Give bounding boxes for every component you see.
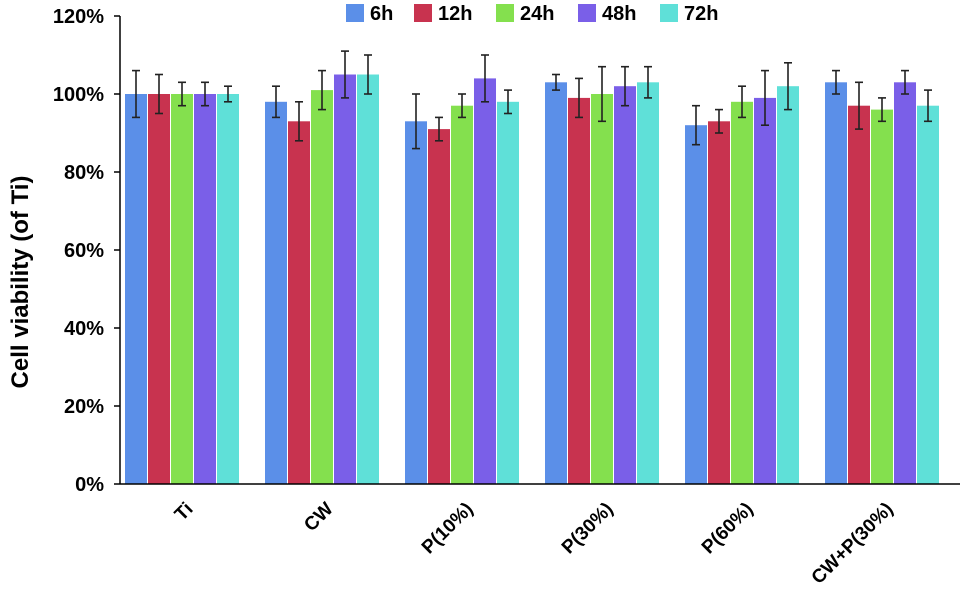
error-bar-12h-Ti (155, 73, 163, 115)
error-bar-6h-P(10%) (412, 93, 420, 150)
bar-72h-P(30%) (637, 82, 659, 485)
x-tick-label: P(30%) (558, 499, 618, 559)
legend-swatch (414, 4, 432, 22)
legend: 6h 12h 24h 48h 72h (346, 3, 718, 25)
error-bar-48h-P(30%) (621, 65, 629, 107)
error-bar-48h-P(60%) (761, 69, 769, 126)
error-bar-72h-Ti (224, 85, 232, 103)
error-bar-72h-P(10%) (504, 89, 512, 115)
bar-48h-P(60%) (754, 97, 776, 485)
bar-48h-P(30%) (614, 86, 636, 484)
error-bar-12h-CW (295, 101, 303, 142)
error-bar-24h-Ti (178, 81, 186, 107)
error-bar-12h-P(30%) (575, 77, 583, 119)
error-bar-24h-P(10%) (458, 93, 466, 119)
error-bars (132, 50, 932, 150)
error-bar-24h-P(30%) (598, 65, 606, 123)
bar-48h-P(10%) (474, 78, 496, 485)
error-bar-6h-Ti (132, 69, 140, 119)
bar-72h-CW (357, 74, 379, 484)
legend-item-12h: 12h (414, 3, 472, 25)
error-bar-72h-CW+P(30%) (924, 89, 932, 123)
x-axis-labels: Ti CW P(10%) P(30%) P(60%) CW+P(30%) (171, 499, 898, 589)
error-bar-6h-P(30%) (552, 73, 560, 91)
legend-label: 6h (370, 3, 393, 25)
bar-6h-P(10%) (405, 121, 427, 485)
bar-24h-CW (311, 90, 333, 484)
bar-6h-P(60%) (685, 125, 707, 484)
bar-72h-CW+P(30%) (917, 105, 939, 484)
bar-24h-Ti (171, 94, 193, 484)
bar-24h-P(60%) (731, 101, 753, 485)
x-tick-label: P(60%) (698, 499, 758, 559)
bar-72h-P(60%) (777, 86, 799, 484)
error-bar-24h-CW+P(30%) (878, 97, 886, 123)
y-tick-label: 100% (53, 84, 104, 106)
y-axis-ticks: 0% 20% 40% 60% 80% 100% 120% (53, 6, 120, 496)
legend-label: 72h (684, 3, 718, 25)
legend-label: 48h (602, 3, 636, 25)
error-bar-48h-Ti (201, 81, 209, 107)
bar-12h-P(30%) (568, 97, 590, 485)
bars (125, 74, 939, 485)
error-bar-72h-CW (364, 54, 372, 95)
y-tick-label: 40% (64, 318, 104, 340)
y-tick-label: 80% (64, 162, 104, 184)
legend-item-24h: 24h (496, 3, 554, 25)
error-bar-72h-P(60%) (784, 61, 792, 111)
legend-label: 12h (438, 3, 472, 25)
error-bar-12h-P(60%) (715, 108, 723, 134)
legend-swatch (578, 4, 596, 22)
x-tick-label: Ti (171, 499, 198, 526)
x-tick-label: CW+P(30%) (808, 499, 898, 589)
bar-6h-CW (265, 101, 287, 485)
error-bar-48h-CW (341, 50, 349, 99)
bar-12h-Ti (148, 94, 170, 484)
bar-24h-CW+P(30%) (871, 109, 893, 484)
bar-24h-P(10%) (451, 105, 473, 484)
bar-12h-P(60%) (708, 121, 730, 485)
error-bar-6h-CW+P(30%) (832, 69, 840, 95)
error-bar-6h-CW (272, 85, 280, 119)
legend-item-48h: 48h (578, 3, 636, 25)
y-tick-label: 60% (64, 240, 104, 262)
error-bar-24h-P(60%) (738, 85, 746, 119)
y-tick-label: 0% (75, 474, 104, 496)
error-bar-24h-CW (318, 69, 326, 111)
bar-72h-P(10%) (497, 101, 519, 485)
legend-swatch (660, 4, 678, 22)
bar-24h-P(30%) (591, 94, 613, 484)
bar-12h-P(10%) (428, 129, 450, 484)
bar-6h-Ti (125, 94, 147, 484)
x-tick-label: CW (300, 499, 337, 536)
bar-48h-CW (334, 74, 356, 484)
bar-12h-CW (288, 121, 310, 485)
error-bar-6h-P(60%) (692, 104, 700, 146)
bar-12h-CW+P(30%) (848, 105, 870, 484)
y-tick-label: 120% (53, 6, 104, 28)
bar-48h-Ti (194, 94, 216, 484)
legend-item-6h: 6h (346, 3, 393, 25)
y-tick-label: 20% (64, 396, 104, 418)
error-bar-48h-CW+P(30%) (901, 69, 909, 95)
legend-item-72h: 72h (660, 3, 718, 25)
bar-6h-P(30%) (545, 82, 567, 485)
error-bar-72h-P(30%) (644, 65, 652, 99)
error-bar-12h-CW+P(30%) (855, 81, 863, 130)
bar-48h-CW+P(30%) (894, 82, 916, 485)
bar-6h-CW+P(30%) (825, 82, 847, 485)
x-tick-label: P(10%) (418, 499, 478, 559)
error-bar-48h-P(10%) (481, 54, 489, 103)
legend-swatch (346, 4, 364, 22)
error-bar-12h-P(10%) (435, 116, 443, 142)
bar-72h-Ti (217, 94, 239, 484)
y-axis-title: Cell viability (of Ti) (7, 176, 34, 389)
legend-swatch (496, 4, 514, 22)
legend-label: 24h (520, 3, 554, 25)
